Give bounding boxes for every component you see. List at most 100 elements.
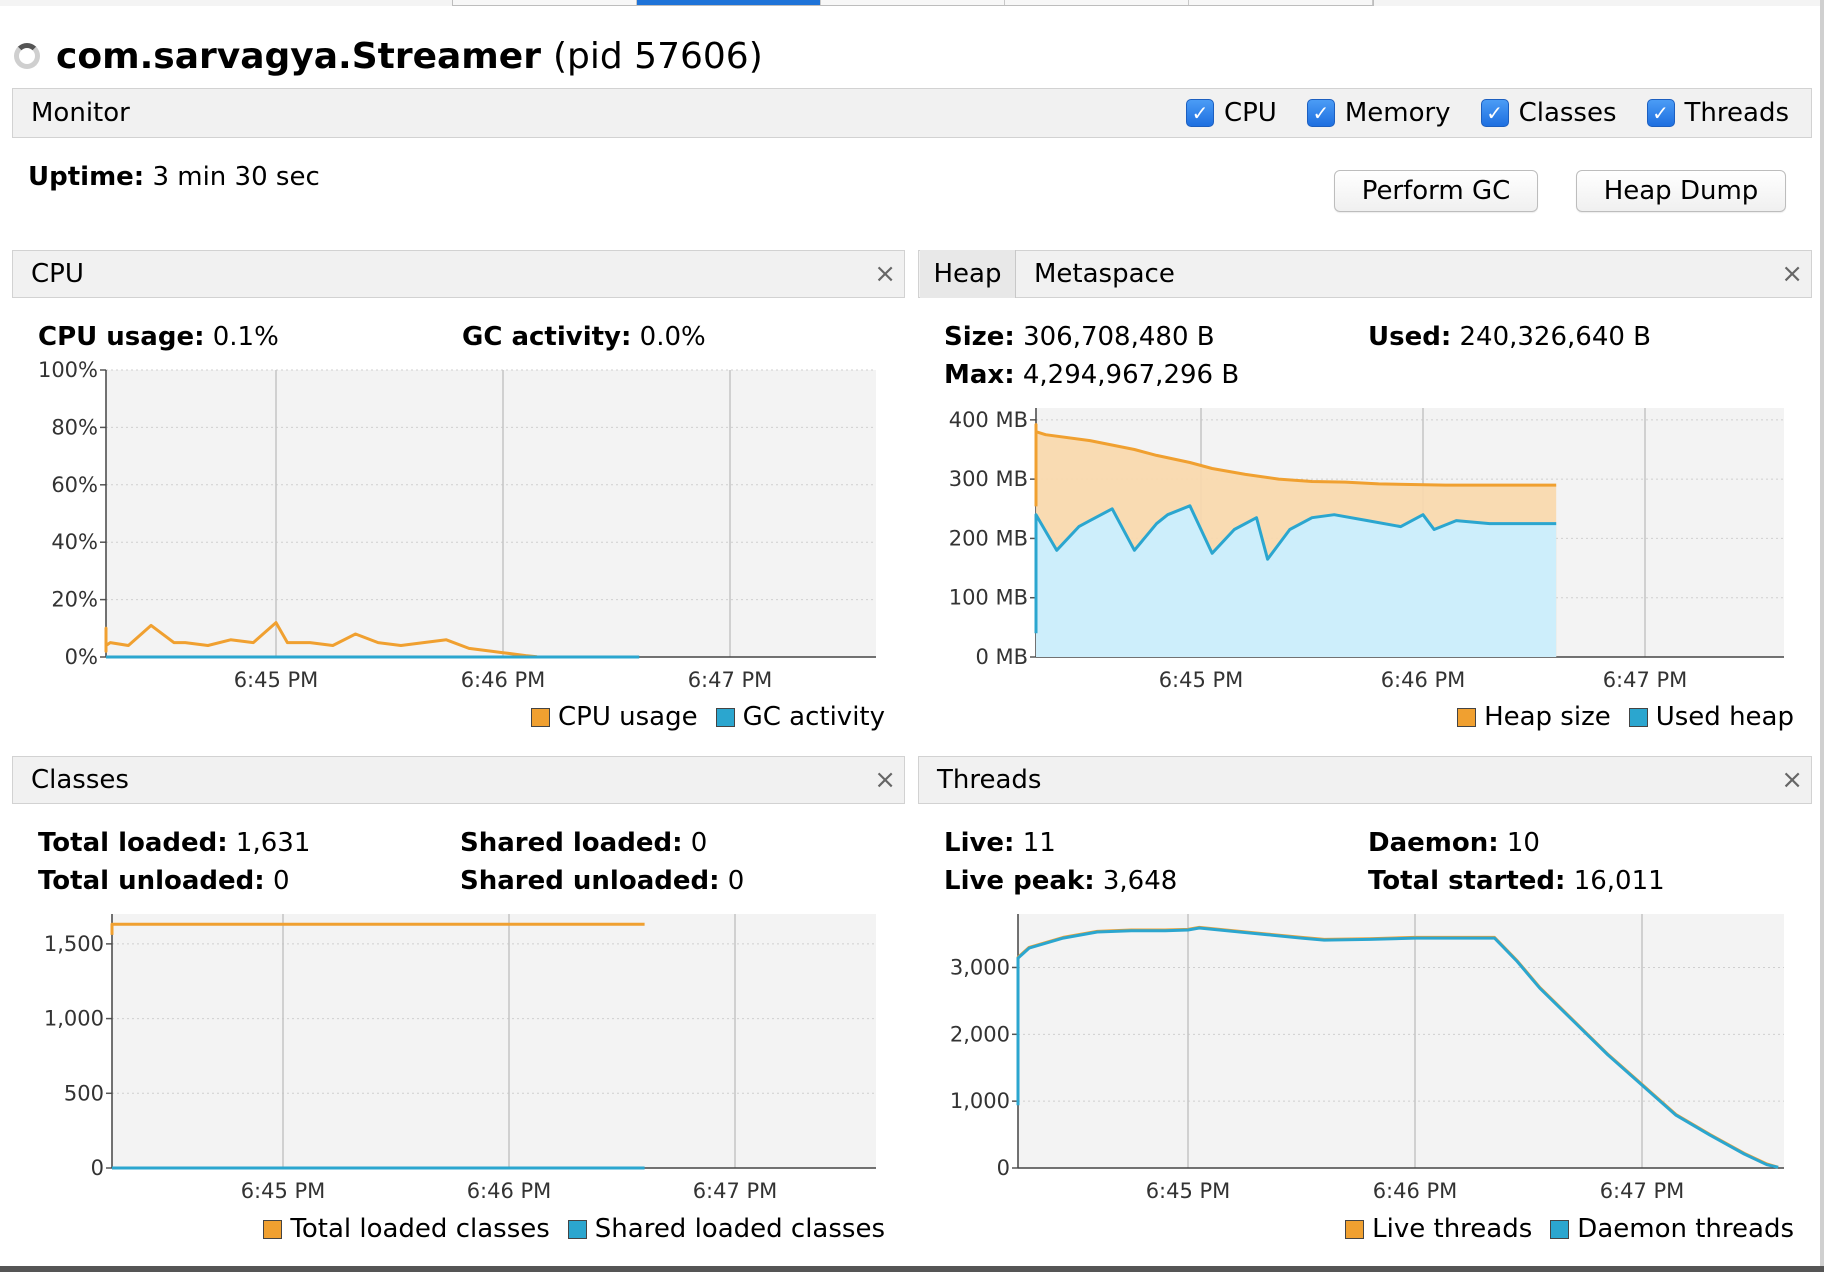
live-threads-swatch — [1345, 1219, 1365, 1239]
classes-y-tick-label: 0 — [91, 1156, 104, 1180]
loading-spinner-icon — [14, 43, 40, 69]
threads-plot-area — [1018, 914, 1784, 1168]
cpu-y-tick-label: 100% — [38, 358, 98, 382]
daemon-threads-stat: Daemon: 10 — [1368, 828, 1540, 858]
heap-dump-button[interactable]: Heap Dump — [1576, 170, 1786, 212]
window-bottom-edge — [0, 1266, 1824, 1272]
cpu-legend: CPU usage GC activity — [513, 702, 885, 732]
total-loaded-stat: Total loaded: 1,631 — [38, 828, 311, 858]
gc-activity-stat: GC activity: 0.0% — [462, 322, 706, 352]
cpu-usage-stat: CPU usage: 0.1% — [38, 322, 279, 352]
checkmark-icon[interactable]: ✓ — [1306, 99, 1335, 127]
classes-x-tick-label: 6:46 PM — [467, 1179, 552, 1203]
classes-checkbox[interactable]: ✓ Classes — [1480, 98, 1617, 128]
heap-heap-size-line — [1034, 423, 1557, 507]
pid-label: (pid 57606) — [552, 35, 763, 77]
classes-y-tick-label: 1,000 — [44, 1007, 104, 1031]
shared-unloaded-stat: Shared unloaded: 0 — [460, 866, 745, 896]
close-icon[interactable]: × — [1781, 259, 1803, 289]
shared-loaded-swatch — [567, 1219, 587, 1239]
classes-y-tick-label: 1,500 — [44, 932, 104, 956]
cpu-panel-header: CPU × — [12, 250, 905, 298]
perform-gc-button[interactable]: Perform GC — [1334, 170, 1538, 212]
top-tab-strip — [452, 0, 1374, 6]
cpu-x-tick-label: 6:47 PM — [688, 668, 773, 692]
total-loaded-swatch — [263, 1219, 283, 1239]
cpu-usage-swatch — [531, 707, 550, 727]
heap-x-tick-label: 6:45 PM — [1159, 668, 1244, 692]
threads-y-tick-label: 3,000 — [950, 955, 1010, 979]
heap-size-swatch — [1457, 707, 1477, 727]
classes-plot-area — [112, 914, 876, 1168]
checkmark-icon[interactable]: ✓ — [1185, 99, 1214, 127]
classes-y-tick-label: 500 — [64, 1081, 104, 1105]
total-started-stat: Total started: 16,011 — [1368, 866, 1665, 896]
heap-y-tick-label: 200 MB — [949, 526, 1028, 550]
threads-y-tick-label: 2,000 — [950, 1022, 1010, 1046]
tab-metaspace[interactable]: Metaspace — [1034, 259, 1175, 289]
close-icon[interactable]: × — [874, 765, 896, 795]
uptime-value: 3 min 30 sec — [152, 162, 320, 192]
checkmark-icon[interactable]: ✓ — [1480, 99, 1509, 127]
heap-y-tick-label: 0 MB — [975, 645, 1028, 669]
classes-legend: Total loaded classes Shared loaded class… — [245, 1214, 885, 1244]
threads-x-tick-label: 6:46 PM — [1373, 1179, 1458, 1203]
threads-x-tick-label: 6:47 PM — [1600, 1179, 1685, 1203]
heap-used-heap-area — [1036, 505, 1557, 657]
checkmark-icon[interactable]: ✓ — [1646, 99, 1675, 127]
top-tab[interactable] — [1005, 0, 1189, 5]
classes-x-tick-label: 6:45 PM — [241, 1179, 326, 1203]
top-tab[interactable] — [821, 0, 1005, 5]
classes-total-loaded-classes-line — [110, 922, 645, 935]
threads-y-tick-label: 1,000 — [950, 1089, 1010, 1113]
heap-y-tick-label: 300 MB — [949, 467, 1028, 491]
cpu-cpu-usage-line — [104, 621, 538, 659]
cpu-x-tick-label: 6:46 PM — [461, 668, 546, 692]
memory-panel-header: × — [918, 250, 1812, 298]
heap-size-stat: Size: 306,708,480 B — [944, 322, 1215, 352]
cpu-y-tick-label: 60% — [51, 473, 98, 497]
total-unloaded-stat: Total unloaded: 0 — [38, 866, 290, 896]
classes-x-tick-label: 6:47 PM — [693, 1179, 778, 1203]
cpu-x-tick-label: 6:45 PM — [234, 668, 319, 692]
monitor-bar: Monitor ✓ CPU ✓ Memory ✓ Classes ✓ Threads — [12, 88, 1812, 138]
heap-y-tick-label: 100 MB — [949, 586, 1028, 610]
threads-legend: Live threads Daemon threads — [1327, 1214, 1794, 1244]
threads-panel-title: Threads — [937, 765, 1042, 795]
heap-used-stat: Used: 240,326,640 B — [1368, 322, 1652, 352]
cpu-y-tick-label: 0% — [65, 645, 98, 669]
monitor-checkbox-group: ✓ CPU ✓ Memory ✓ Classes ✓ Threads — [1185, 89, 1789, 137]
threads-panel-header: Threads × — [918, 756, 1812, 804]
classes-panel-title: Classes — [31, 765, 129, 795]
cpu-y-tick-label: 80% — [51, 415, 98, 439]
daemon-threads-swatch — [1550, 1219, 1570, 1239]
cpu-panel-title: CPU — [31, 259, 84, 289]
memory-checkbox[interactable]: ✓ Memory — [1306, 98, 1451, 128]
heap-x-tick-label: 6:47 PM — [1603, 668, 1688, 692]
close-icon[interactable]: × — [874, 259, 896, 289]
close-icon[interactable]: × — [1781, 765, 1803, 795]
live-threads-stat: Live: 11 — [944, 828, 1056, 858]
monitor-title: Monitor — [31, 98, 130, 128]
top-tab[interactable] — [453, 0, 637, 5]
tab-heap[interactable]: Heap — [920, 250, 1016, 298]
app-name: com.sarvagya.Streamer — [56, 35, 541, 77]
heap-max-stat: Max: 4,294,967,296 B — [944, 360, 1240, 390]
heap-legend: Heap size Used heap — [1439, 702, 1794, 732]
heap-used-heap-line — [1034, 504, 1557, 634]
used-heap-swatch — [1628, 707, 1648, 727]
threads-y-tick-label: 0 — [997, 1156, 1010, 1180]
cpu-plot-area — [106, 370, 876, 657]
heap-y-tick-label: 400 MB — [949, 408, 1028, 432]
cpu-checkbox[interactable]: ✓ CPU — [1185, 98, 1277, 128]
threads-x-tick-label: 6:45 PM — [1146, 1179, 1231, 1203]
threads-checkbox[interactable]: ✓ Threads — [1646, 98, 1789, 128]
gc-activity-swatch — [715, 707, 735, 727]
classes-panel-header: Classes × — [12, 756, 905, 804]
threads-daemon-threads-line — [1016, 926, 1779, 1169]
top-tab[interactable] — [1189, 0, 1373, 5]
heap-x-tick-label: 6:46 PM — [1381, 668, 1466, 692]
shared-loaded-stat: Shared loaded: 0 — [460, 828, 708, 858]
top-tab-selected[interactable] — [637, 0, 821, 5]
